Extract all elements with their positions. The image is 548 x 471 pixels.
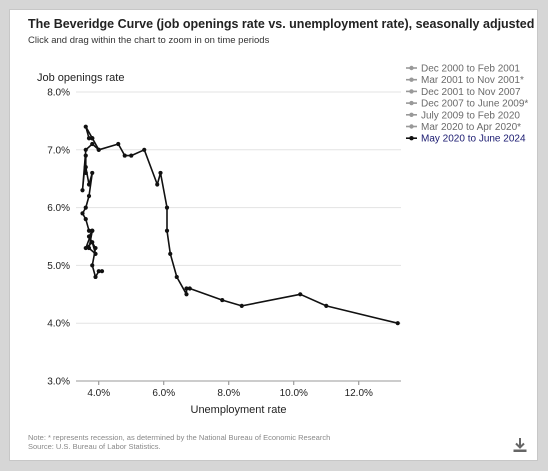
data-point <box>164 228 170 233</box>
data-point <box>239 303 244 308</box>
data-point <box>122 153 127 158</box>
legend-label: July 2009 to Feb 2020 <box>421 110 520 121</box>
legend-item[interactable]: Dec 2007 to June 2009* <box>406 99 528 110</box>
x-tick-label: 12.0% <box>345 388 373 399</box>
legend-label: Mar 2001 to Nov 2001* <box>421 75 524 86</box>
legend-label: Dec 2000 to Feb 2001 <box>421 64 520 75</box>
data-point <box>83 245 88 251</box>
data-point <box>90 263 95 268</box>
data-point <box>83 165 88 170</box>
legend-label: May 2020 to June 2024 <box>421 134 526 145</box>
legend-item[interactable]: Mar 2020 to Apr 2020* <box>406 122 521 133</box>
footnote-source: Source: U.S. Bureau of Labor Statistics. <box>28 442 161 451</box>
legend-item[interactable]: July 2009 to Feb 2020 <box>406 110 520 121</box>
data-point <box>86 193 92 199</box>
data-point <box>96 147 101 152</box>
data-point <box>129 153 134 158</box>
legend-marker <box>409 89 414 94</box>
data-point <box>86 245 92 251</box>
data-point <box>158 170 163 176</box>
download-icon[interactable] <box>511 436 529 454</box>
legend-item[interactable]: Mar 2001 to Nov 2001* <box>406 75 524 86</box>
data-point <box>155 182 160 187</box>
data-point <box>324 303 329 308</box>
legend-marker <box>409 124 414 129</box>
chart-panel: The Beveridge Curve (job openings rate v… <box>9 9 538 461</box>
legend-marker <box>409 136 414 141</box>
y-tick-label: 8.0% <box>47 88 70 99</box>
legend-marker <box>409 65 414 71</box>
y-tick-label: 4.0% <box>47 319 70 330</box>
legend-item[interactable]: Dec 2001 to Nov 2007 <box>406 87 521 98</box>
legend-item[interactable]: May 2020 to June 2024 <box>406 134 526 145</box>
x-tick-label: 6.0% <box>152 388 175 399</box>
data-point <box>116 141 121 147</box>
footnote-note: Note: * represents recession, as determi… <box>28 433 331 442</box>
data-point <box>99 269 105 274</box>
data-point <box>83 205 88 210</box>
legend-label: Dec 2007 to June 2009* <box>421 99 528 110</box>
y-tick-label: 3.0% <box>47 377 70 388</box>
data-point <box>90 136 95 141</box>
legend-marker <box>409 100 414 106</box>
data-point <box>168 251 173 256</box>
y-tick-label: 6.0% <box>47 203 70 214</box>
data-point <box>86 234 92 239</box>
y-tick-label: 7.0% <box>47 145 70 156</box>
data-point <box>90 170 95 176</box>
data-point <box>395 321 400 326</box>
y-tick-label: 5.0% <box>47 261 70 272</box>
data-point <box>184 292 189 297</box>
data-point <box>93 274 98 280</box>
data-point <box>174 274 179 280</box>
data-point <box>86 228 92 233</box>
chart-subtitle: Click and drag within the chart to zoom … <box>28 35 270 46</box>
data-point <box>93 251 98 256</box>
data-point <box>220 297 225 303</box>
x-tick-label: 8.0% <box>217 388 240 399</box>
data-point <box>96 269 101 274</box>
legend-marker <box>409 77 414 82</box>
data-point <box>90 240 95 245</box>
data-point <box>83 124 88 129</box>
data-point <box>187 286 192 291</box>
data-point <box>184 286 189 291</box>
data-point <box>80 188 85 193</box>
legend-item[interactable]: Dec 2000 to Feb 2001 <box>406 64 520 75</box>
x-axis-label: Unemployment rate <box>191 404 287 416</box>
legend-marker <box>409 112 414 117</box>
data-point <box>86 182 92 187</box>
chart-title: The Beveridge Curve (job openings rate v… <box>28 17 535 31</box>
legend-label: Mar 2020 to Apr 2020* <box>421 122 521 133</box>
x-tick-label: 4.0% <box>87 388 110 399</box>
y-axis-label: Job openings rate <box>37 72 124 84</box>
beveridge-curve-chart[interactable]: 3.0% 4.0% 5.0% 6.0% 7.0% 8.0% 4.0% 6.0% 8.0% 10.0… <box>10 50 537 450</box>
data-point <box>83 147 88 152</box>
data-point <box>93 245 98 251</box>
x-tick-label: 10.0% <box>280 388 308 399</box>
data-point <box>90 141 95 147</box>
data-point <box>86 136 92 141</box>
data-point <box>80 211 85 216</box>
data-point <box>90 228 95 233</box>
data-point <box>83 217 88 222</box>
data-point <box>142 147 147 152</box>
data-point <box>83 170 88 176</box>
legend-label: Dec 2001 to Nov 2007 <box>421 87 521 98</box>
data-point <box>298 292 303 297</box>
data-point <box>83 153 88 158</box>
data-point <box>164 205 170 210</box>
